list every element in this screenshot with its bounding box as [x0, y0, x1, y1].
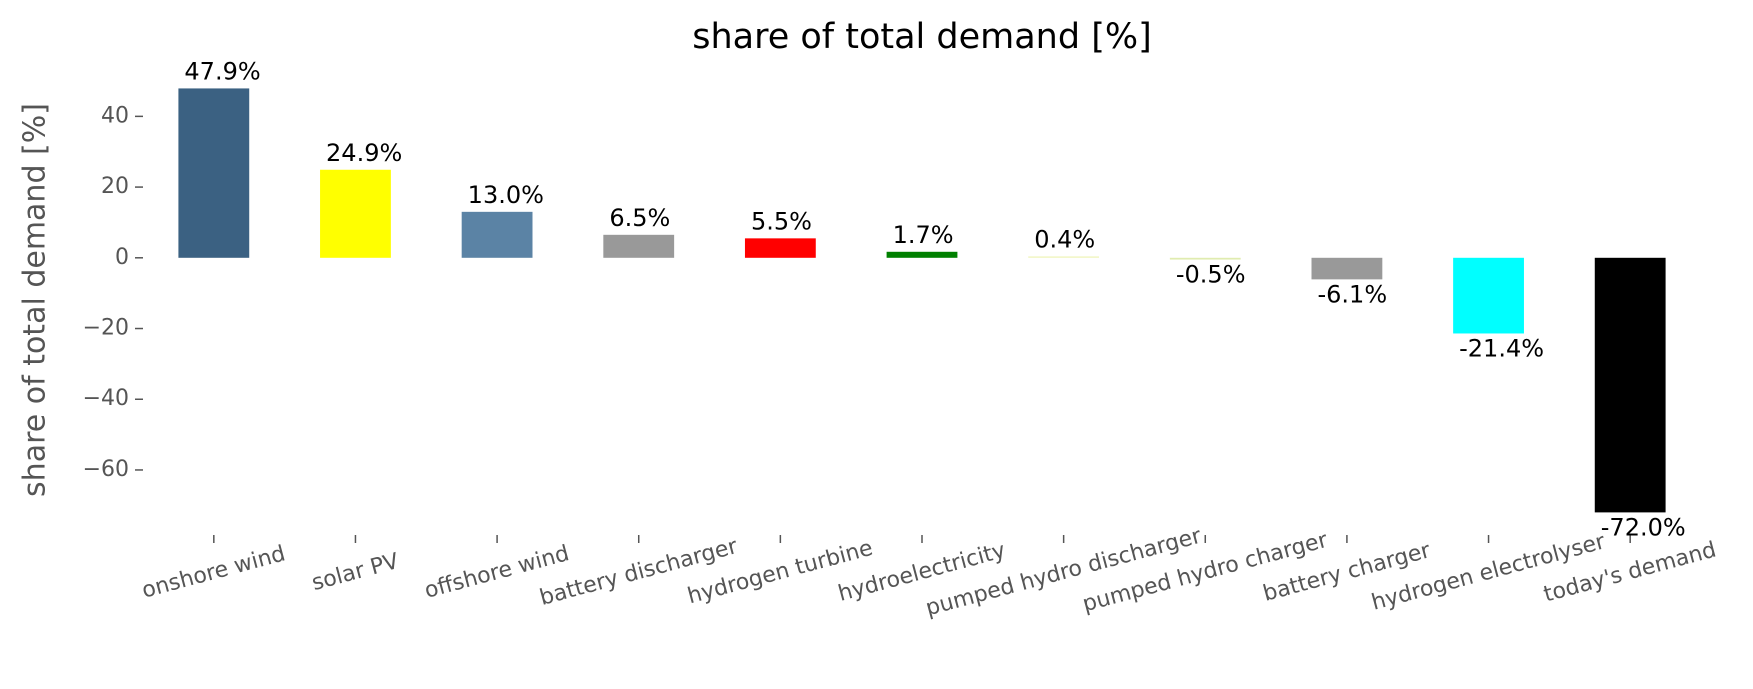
y-tick-label: −40	[83, 386, 129, 411]
y-tick-label: 40	[101, 103, 129, 128]
y-axis-label: share of total demand [%]	[18, 103, 53, 497]
bar	[1169, 257, 1241, 260]
value-label: 6.5%	[609, 204, 670, 232]
bar	[1311, 257, 1383, 280]
bar	[603, 234, 675, 258]
y-tick-label: 20	[101, 174, 129, 199]
y-tick-label: −60	[83, 457, 129, 482]
bar	[320, 169, 391, 258]
value-label: 1.7%	[893, 221, 954, 249]
chart-title: share of total demand [%]	[692, 17, 1152, 57]
value-label: -21.4%	[1459, 334, 1544, 362]
bar	[1594, 257, 1666, 513]
value-label: -6.1%	[1318, 280, 1388, 308]
value-label: 24.9%	[326, 139, 402, 167]
y-tick-label: 0	[115, 245, 129, 270]
value-label: 5.5%	[751, 207, 812, 235]
bar	[461, 211, 533, 258]
bar	[886, 251, 958, 258]
x-tick-label: onshore wind	[139, 541, 288, 603]
bar	[1453, 257, 1524, 334]
bar	[178, 88, 250, 258]
y-tick-label: −20	[83, 316, 129, 341]
bar	[1028, 256, 1100, 258]
value-label: 47.9%	[184, 57, 260, 85]
bar	[744, 238, 816, 258]
value-label: -72.0%	[1601, 513, 1686, 541]
value-label: 13.0%	[468, 181, 544, 209]
value-label: -0.5%	[1176, 261, 1246, 289]
value-label: 0.4%	[1034, 225, 1095, 253]
x-tick-label: solar PV	[309, 549, 401, 596]
